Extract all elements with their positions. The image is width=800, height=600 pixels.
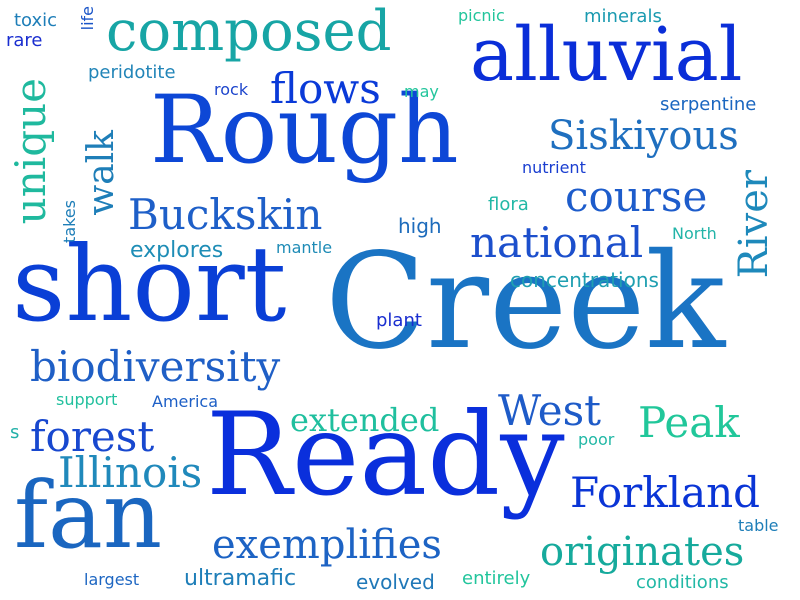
word-ready: Ready (206, 388, 565, 521)
word-s: s (10, 422, 20, 443)
word-north: North (672, 224, 717, 243)
word-peak: Peak (638, 398, 740, 447)
word-poor: poor (578, 430, 615, 449)
word-largest: largest (84, 570, 140, 589)
word-exemplifies: exemplifies (212, 522, 442, 568)
word-rare: rare (6, 30, 43, 51)
word-conditions: conditions (636, 572, 729, 593)
word-walk: walk (81, 130, 122, 216)
word-picnic: picnic (458, 6, 505, 25)
word-toxic: toxic (14, 10, 58, 31)
word-support: support (56, 390, 118, 409)
word-takes: takes (60, 200, 79, 243)
word-life: life (78, 6, 97, 31)
word-forest: forest (30, 412, 155, 461)
word-siskiyous: Siskiyous (548, 113, 739, 159)
word-originates: originates (540, 529, 745, 575)
word-entirely: entirely (462, 568, 531, 589)
word-fan: fan (14, 462, 163, 569)
word-river: River (731, 170, 777, 279)
word-flows: flows (270, 64, 381, 113)
word-illinois: Illinois (58, 448, 203, 497)
word-flora: flora (488, 194, 529, 215)
word-evolved: evolved (356, 570, 435, 594)
word-composed: composed (106, 0, 392, 64)
word-table: table (738, 516, 779, 535)
word-nutrient: nutrient (522, 158, 586, 177)
word-extended: extended (290, 401, 440, 439)
word-course: course (565, 172, 708, 221)
word-west: West (498, 386, 602, 435)
word-plant: plant (376, 310, 422, 331)
word-may: may (404, 82, 439, 101)
word-creek: Creek (325, 225, 726, 379)
word-high: high (398, 214, 442, 238)
word-rough: Rough (150, 76, 459, 185)
word-serpentine: serpentine (660, 94, 757, 115)
word-concentrations: concentrations (510, 268, 659, 292)
word-biodiversity: biodiversity (30, 342, 281, 391)
word-buckskin: Buckskin (128, 190, 323, 239)
word-explores: explores (130, 238, 224, 263)
word-america: America (152, 392, 218, 411)
word-minerals: minerals (584, 6, 662, 27)
word-forkland: Forkland (570, 468, 761, 517)
word-unique: unique (6, 78, 55, 225)
word-peridotite: peridotite (88, 62, 176, 83)
word-short: short (12, 223, 287, 345)
word-rock: rock (214, 80, 249, 99)
word-alluvial: alluvial (470, 12, 743, 98)
word-national: national (470, 218, 644, 267)
word-ultramafic: ultramafic (184, 566, 297, 591)
word-mantle: mantle (276, 238, 333, 257)
